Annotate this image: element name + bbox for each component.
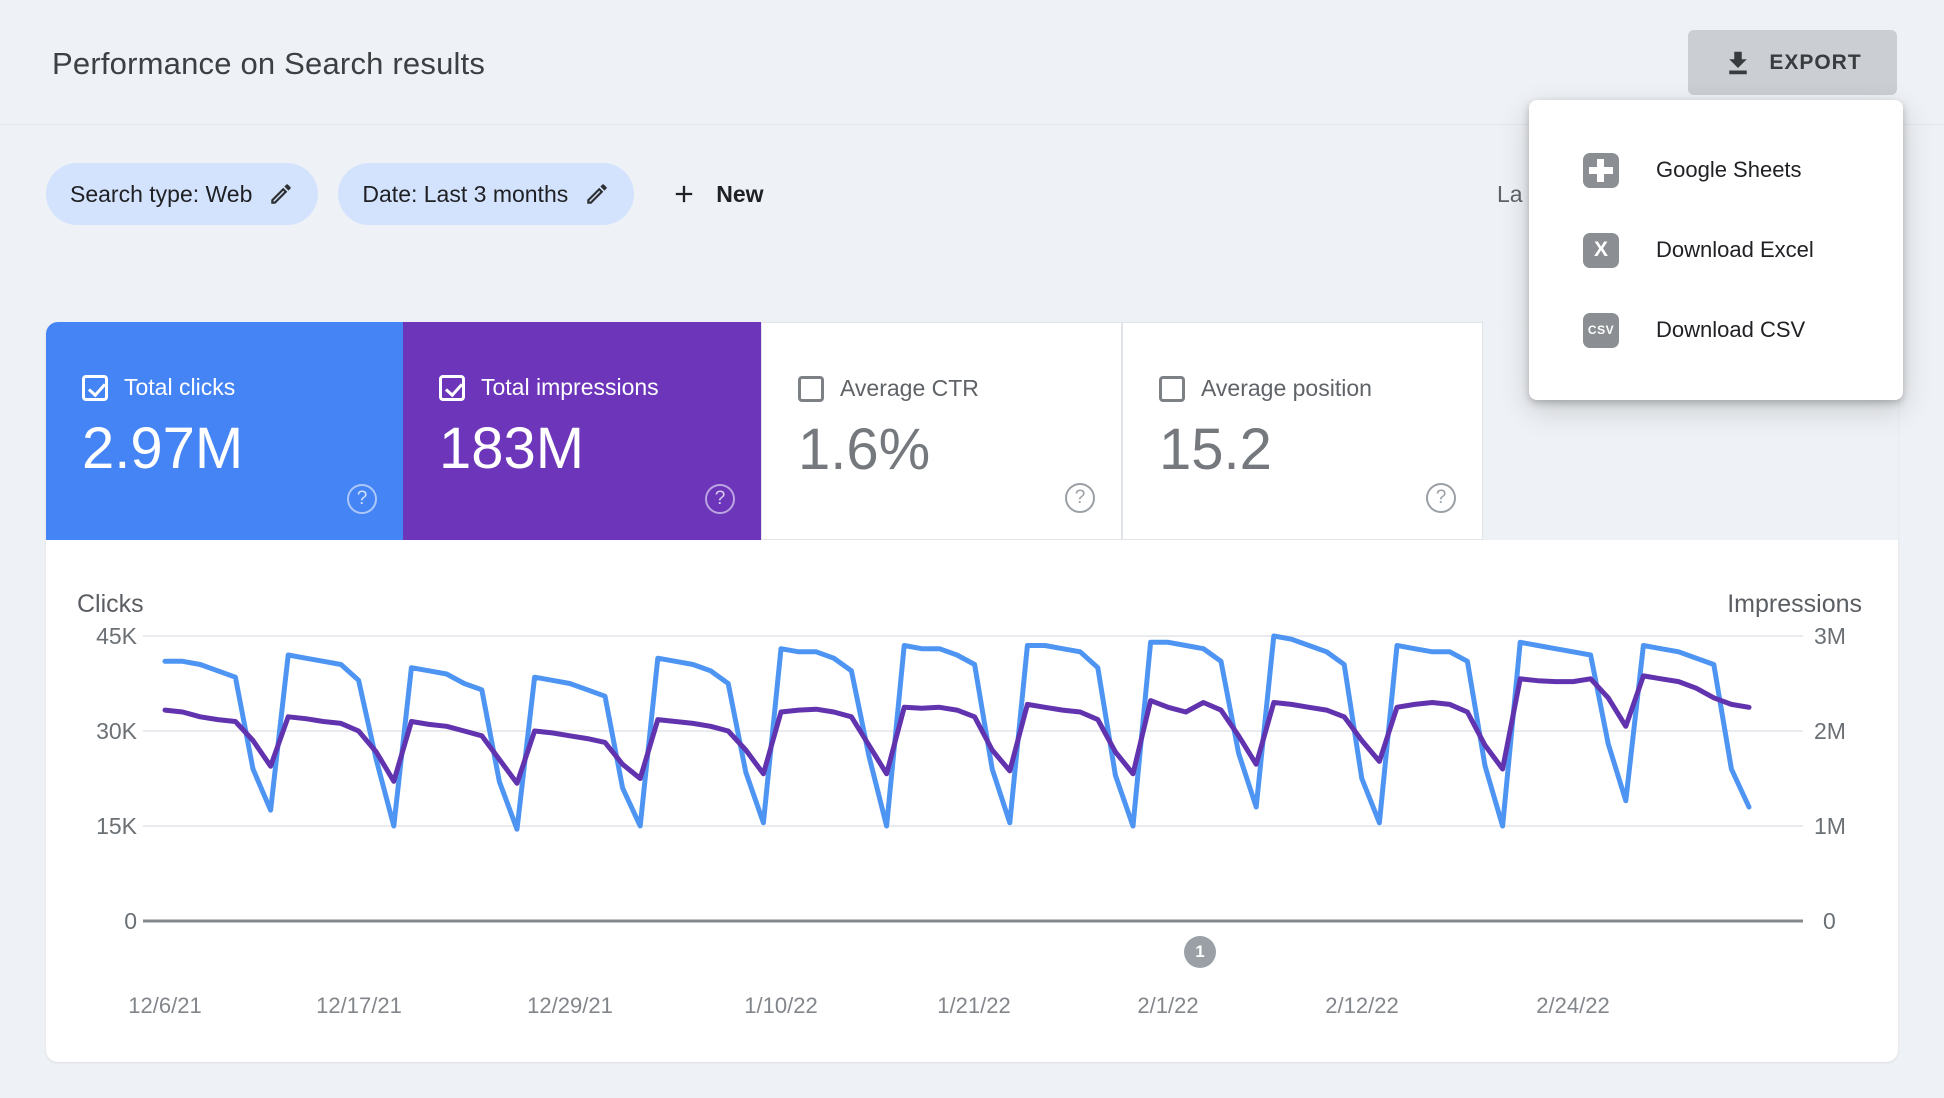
tile-average-position[interactable]: Average position 15.2 ?	[1122, 322, 1483, 540]
performance-chart[interactable]: Clicks Impressions 45K 30K 15K 0 3M 2M 1…	[46, 540, 1898, 1062]
export-button-label: EXPORT	[1769, 50, 1862, 74]
checkbox-average-ctr[interactable]	[798, 375, 824, 402]
x-tick: 12/29/21	[527, 993, 613, 1018]
csv-icon: CSV	[1583, 312, 1619, 348]
date-range-chip[interactable]: Date: Last 3 months	[338, 163, 635, 225]
tile-label: Average position	[1201, 375, 1372, 401]
x-tick: 2/1/22	[1137, 993, 1199, 1018]
series-line-impressions	[162, 673, 1752, 786]
right-axis-title: Impressions	[1727, 590, 1862, 618]
help-icon[interactable]: ?	[1065, 483, 1095, 513]
gridlines	[143, 635, 1803, 827]
right-tick: 2M	[1814, 718, 1846, 744]
performance-panel: Total clicks 2.97M ? Total impressions 1…	[46, 322, 1898, 1062]
left-tick: 15K	[96, 813, 137, 839]
edit-pencil-icon[interactable]	[268, 181, 294, 207]
excel-icon: X	[1583, 232, 1619, 268]
search-type-chip-label: Search type: Web	[70, 180, 253, 207]
google-sheets-icon	[1583, 152, 1619, 188]
x-tick: 1/21/22	[937, 993, 1011, 1018]
x-tick: 12/6/21	[128, 993, 202, 1018]
right-tick: 3M	[1814, 623, 1846, 649]
edit-pencil-icon[interactable]	[584, 181, 610, 207]
plus-icon	[676, 185, 693, 203]
download-icon	[1729, 51, 1748, 74]
tile-total-impressions[interactable]: Total impressions 183M ?	[403, 322, 761, 540]
right-tick: 0	[1823, 908, 1836, 934]
tile-value: 183M	[439, 416, 585, 481]
header-divider	[0, 124, 1944, 125]
help-icon[interactable]: ?	[705, 484, 735, 514]
chart-svg[interactable]	[46, 540, 1898, 1062]
left-tick: 30K	[96, 718, 137, 744]
left-axis-title: Clicks	[77, 590, 144, 618]
tile-label: Average CTR	[840, 375, 979, 401]
tile-value: 1.6%	[798, 417, 931, 482]
last-updated-text: La	[1497, 181, 1523, 207]
menu-item-google-sheets[interactable]: Google Sheets	[1529, 130, 1903, 210]
export-button[interactable]: EXPORT	[1688, 30, 1897, 95]
tile-value: 15.2	[1159, 417, 1272, 482]
x-tick: 12/17/21	[316, 993, 402, 1018]
left-tick: 45K	[96, 623, 137, 649]
help-icon[interactable]: ?	[1426, 483, 1456, 513]
x-tick: 2/24/22	[1536, 993, 1610, 1018]
filter-bar: Search type: Web Date: Last 3 months New	[46, 163, 764, 225]
page-title: Performance on Search results	[52, 46, 486, 81]
tile-label: Total impressions	[481, 374, 659, 400]
series-lines	[162, 633, 1752, 832]
tile-label: Total clicks	[124, 374, 236, 400]
menu-item-download-excel[interactable]: X Download Excel	[1529, 210, 1903, 290]
help-icon[interactable]: ?	[347, 484, 377, 514]
pagination-page-badge[interactable]: 1	[1184, 936, 1216, 968]
checkbox-total-clicks[interactable]	[82, 374, 108, 401]
search-type-chip[interactable]: Search type: Web	[46, 163, 319, 225]
series-line-clicks	[162, 633, 1752, 832]
date-range-chip-label: Date: Last 3 months	[362, 180, 569, 207]
checkbox-total-impressions[interactable]	[439, 374, 465, 401]
tile-total-clicks[interactable]: Total clicks 2.97M ?	[46, 322, 403, 540]
x-tick: 2/12/22	[1325, 993, 1399, 1018]
tile-average-ctr[interactable]: Average CTR 1.6% ?	[761, 322, 1122, 540]
export-dropdown-menu: Google Sheets X Download Excel CSV Downl…	[1529, 100, 1903, 400]
right-tick: 1M	[1814, 813, 1846, 839]
left-tick: 0	[124, 908, 137, 934]
menu-item-download-csv[interactable]: CSV Download CSV	[1529, 290, 1903, 370]
new-filter-label: New	[716, 180, 764, 207]
x-tick: 1/10/22	[744, 993, 818, 1018]
new-filter-button[interactable]: New	[670, 180, 764, 208]
checkbox-average-position[interactable]	[1159, 375, 1185, 402]
tile-value: 2.97M	[82, 416, 244, 481]
